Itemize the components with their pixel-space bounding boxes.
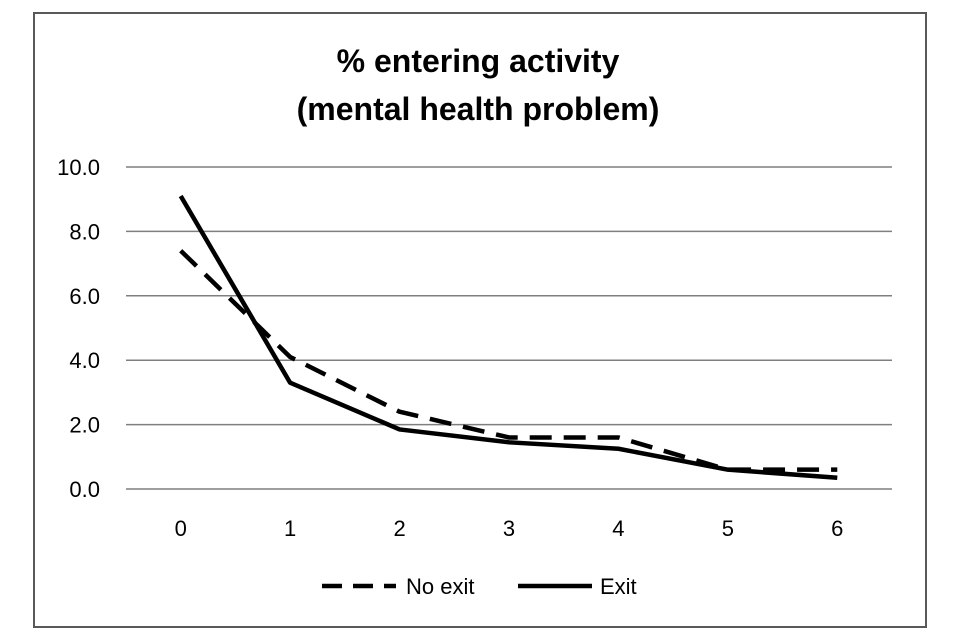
legend-label-exit: Exit bbox=[600, 574, 637, 599]
exit-series-line bbox=[178, 194, 838, 480]
y-tick-label: 6.0 bbox=[69, 284, 100, 309]
legend: No exit Exit bbox=[322, 574, 637, 599]
x-tick-label: 1 bbox=[284, 516, 296, 541]
gridlines bbox=[126, 166, 892, 490]
chart-subtitle: (mental health problem) bbox=[297, 91, 660, 127]
legend-label-no-exit: No exit bbox=[406, 574, 474, 599]
x-tick-label: 3 bbox=[503, 516, 515, 541]
x-tick-label: 4 bbox=[612, 516, 624, 541]
y-tick-label: 10.0 bbox=[57, 155, 100, 180]
y-tick-label: 0.0 bbox=[69, 477, 100, 502]
y-tick-label: 2.0 bbox=[69, 413, 100, 438]
y-axis-tick-labels: 0.0 2.0 4.0 6.0 8.0 10.0 bbox=[57, 155, 100, 502]
x-tick-label: 0 bbox=[175, 516, 187, 541]
x-axis-tick-labels: 0 1 2 3 4 5 6 bbox=[175, 516, 844, 541]
series-lines bbox=[178, 194, 838, 480]
x-tick-label: 5 bbox=[722, 516, 734, 541]
x-tick-label: 2 bbox=[393, 516, 405, 541]
y-tick-label: 8.0 bbox=[69, 219, 100, 244]
y-tick-label: 4.0 bbox=[69, 348, 100, 373]
x-tick-label: 6 bbox=[831, 516, 843, 541]
chart-title: % entering activity bbox=[337, 43, 620, 79]
chart-frame bbox=[33, 12, 927, 628]
no-exit-series-line bbox=[179, 249, 838, 472]
